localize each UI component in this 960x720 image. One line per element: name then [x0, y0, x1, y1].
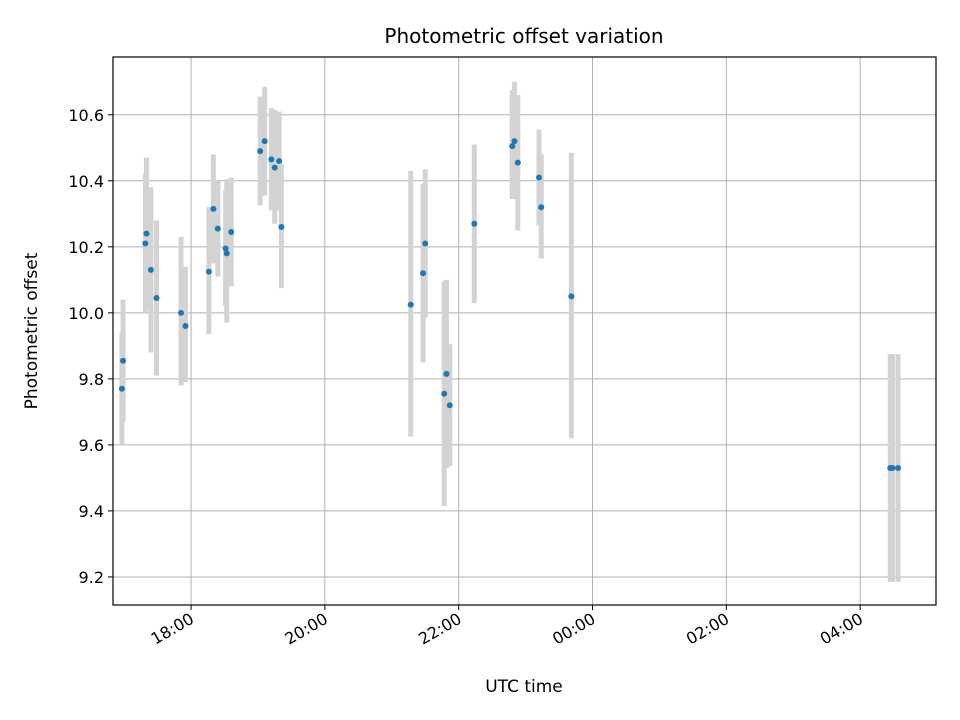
data-point: [182, 323, 189, 330]
data-point: [268, 156, 275, 163]
y-tick-label: 9.8: [79, 370, 104, 389]
y-axis-label: Photometric offset: [22, 252, 42, 409]
data-point: [514, 159, 521, 166]
data-point: [228, 228, 235, 235]
data-point: [153, 294, 160, 301]
data-point: [118, 385, 125, 392]
data-point: [895, 465, 902, 471]
y-tick-label: 10.0: [68, 304, 104, 323]
x-tick-label: 22:00: [415, 609, 464, 649]
data-point: [420, 270, 427, 277]
y-tick-label: 9.2: [79, 568, 104, 587]
data-point: [509, 143, 516, 150]
data-point: [278, 224, 285, 231]
y-axis-ticks: 9.2 9.4 9.6 9.8 10.0 10.2 10.4 10.6: [68, 106, 113, 587]
data-point: [147, 266, 154, 273]
data-point: [538, 204, 545, 211]
data-point: [120, 357, 127, 364]
data-point: [222, 245, 229, 252]
data-point: [422, 240, 429, 247]
data-point: [471, 220, 478, 227]
data-point: [223, 250, 230, 257]
data-point: [261, 138, 268, 145]
data-point: [276, 157, 283, 164]
data-points: [118, 138, 902, 471]
x-tick-label: 04:00: [817, 609, 866, 649]
y-tick-label: 9.6: [79, 436, 104, 455]
data-point: [443, 370, 450, 377]
error-bars: [119, 81, 901, 582]
data-point: [889, 465, 896, 471]
y-tick-label: 9.4: [79, 502, 104, 521]
plot-frame: [112, 56, 937, 606]
data-point: [568, 293, 575, 300]
y-tick-label: 10.4: [68, 172, 104, 191]
x-axis-label: UTC time: [485, 677, 563, 697]
grid-lines: [113, 57, 936, 605]
x-tick-label: 00:00: [549, 609, 598, 649]
y-tick-label: 10.2: [68, 238, 104, 257]
data-point: [143, 230, 150, 237]
y-tick-label: 10.6: [68, 106, 104, 125]
data-point: [210, 205, 217, 212]
data-point: [205, 268, 212, 275]
data-point: [535, 174, 542, 181]
x-axis-ticks: 18:00 20:00 22:00 00:00 02:00 04:00: [148, 605, 866, 649]
data-point: [511, 138, 518, 145]
data-point: [214, 225, 221, 232]
x-tick-label: 20:00: [281, 609, 330, 649]
data-point: [142, 240, 149, 247]
data-point: [407, 301, 414, 308]
data-point: [271, 164, 278, 171]
x-tick-label: 18:00: [148, 609, 197, 649]
data-point: [441, 390, 448, 397]
data-point: [446, 402, 453, 409]
data-point: [178, 309, 185, 316]
data-point: [257, 148, 264, 155]
chart-title: Photometric offset variation: [384, 24, 663, 48]
x-tick-label: 02:00: [683, 609, 732, 649]
